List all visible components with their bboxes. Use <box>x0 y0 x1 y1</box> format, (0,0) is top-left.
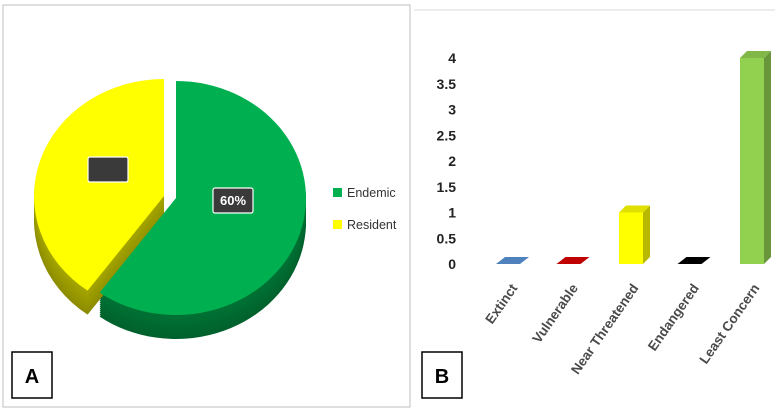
pie-slice-endemic <box>99 81 306 315</box>
y-tick-label: 1.5 <box>437 179 457 195</box>
bar-side <box>643 205 650 264</box>
pie-label-resident <box>87 156 129 183</box>
bar-flat <box>496 257 529 264</box>
y-tick-label: 2.5 <box>437 127 457 143</box>
x-category-label: Vulnerable <box>529 281 581 346</box>
bar-least-concern <box>740 51 771 264</box>
y-tick-label: 3.5 <box>437 76 457 92</box>
bar-flat <box>556 257 590 264</box>
y-tick-label: 4 <box>448 50 456 66</box>
bar-chart-panel: 0 0.5 1 1.5 2 2.5 3 3.5 4 Extinct Vulnerable Near … <box>414 0 775 411</box>
bar-front <box>619 212 643 264</box>
y-axis-ticks: 0 0.5 1 1.5 2 2.5 3 3.5 4 <box>437 50 457 272</box>
legend-label-resident: Resident <box>347 218 397 232</box>
y-tick-label: 3 <box>448 102 456 118</box>
bar-side <box>764 51 771 264</box>
pie-legend: Endemic Resident <box>333 186 397 232</box>
pie-label-endemic-text: 60% <box>220 193 246 208</box>
pie-slice-resident <box>33 79 165 291</box>
legend-swatch-resident <box>333 220 342 229</box>
bar-flat <box>677 257 711 264</box>
y-tick-label: 2 <box>448 153 456 169</box>
panel-label-a-text: A <box>25 366 39 388</box>
bar-front <box>740 58 764 264</box>
bar-top <box>619 205 650 213</box>
pie-chart: 60% Endemic Resident A <box>2 4 411 408</box>
bar-near-threatened <box>619 205 650 264</box>
pie-marks <box>33 79 306 339</box>
x-category-label: Extinct <box>482 281 520 327</box>
y-tick-label: 0 <box>448 256 456 272</box>
pie-chart-panel: 60% Endemic Resident A <box>2 4 411 408</box>
panel-label-b: B <box>421 351 463 399</box>
y-tick-label: 1 <box>448 205 456 221</box>
bar-vulnerable <box>556 257 590 264</box>
bar-endangered <box>677 257 711 264</box>
legend-swatch-endemic <box>333 188 342 197</box>
y-tick-label: 0.5 <box>437 230 457 246</box>
x-category-label: Near Threatened <box>568 281 641 377</box>
bar-top <box>740 51 771 58</box>
panel-label-b-text: B <box>435 366 449 388</box>
panel-label-a: A <box>11 351 53 399</box>
pie-label-endemic: 60% <box>212 187 254 214</box>
x-category-label: Least Concern <box>696 281 762 366</box>
bar-extinct <box>496 257 529 264</box>
bar-marks <box>496 51 771 264</box>
x-category-label: Endangered <box>645 281 702 354</box>
legend-label-endemic: Endemic <box>347 186 396 200</box>
bar-chart: 0 0.5 1 1.5 2 2.5 3 3.5 4 Extinct VulnerableNear … <box>414 9 775 399</box>
